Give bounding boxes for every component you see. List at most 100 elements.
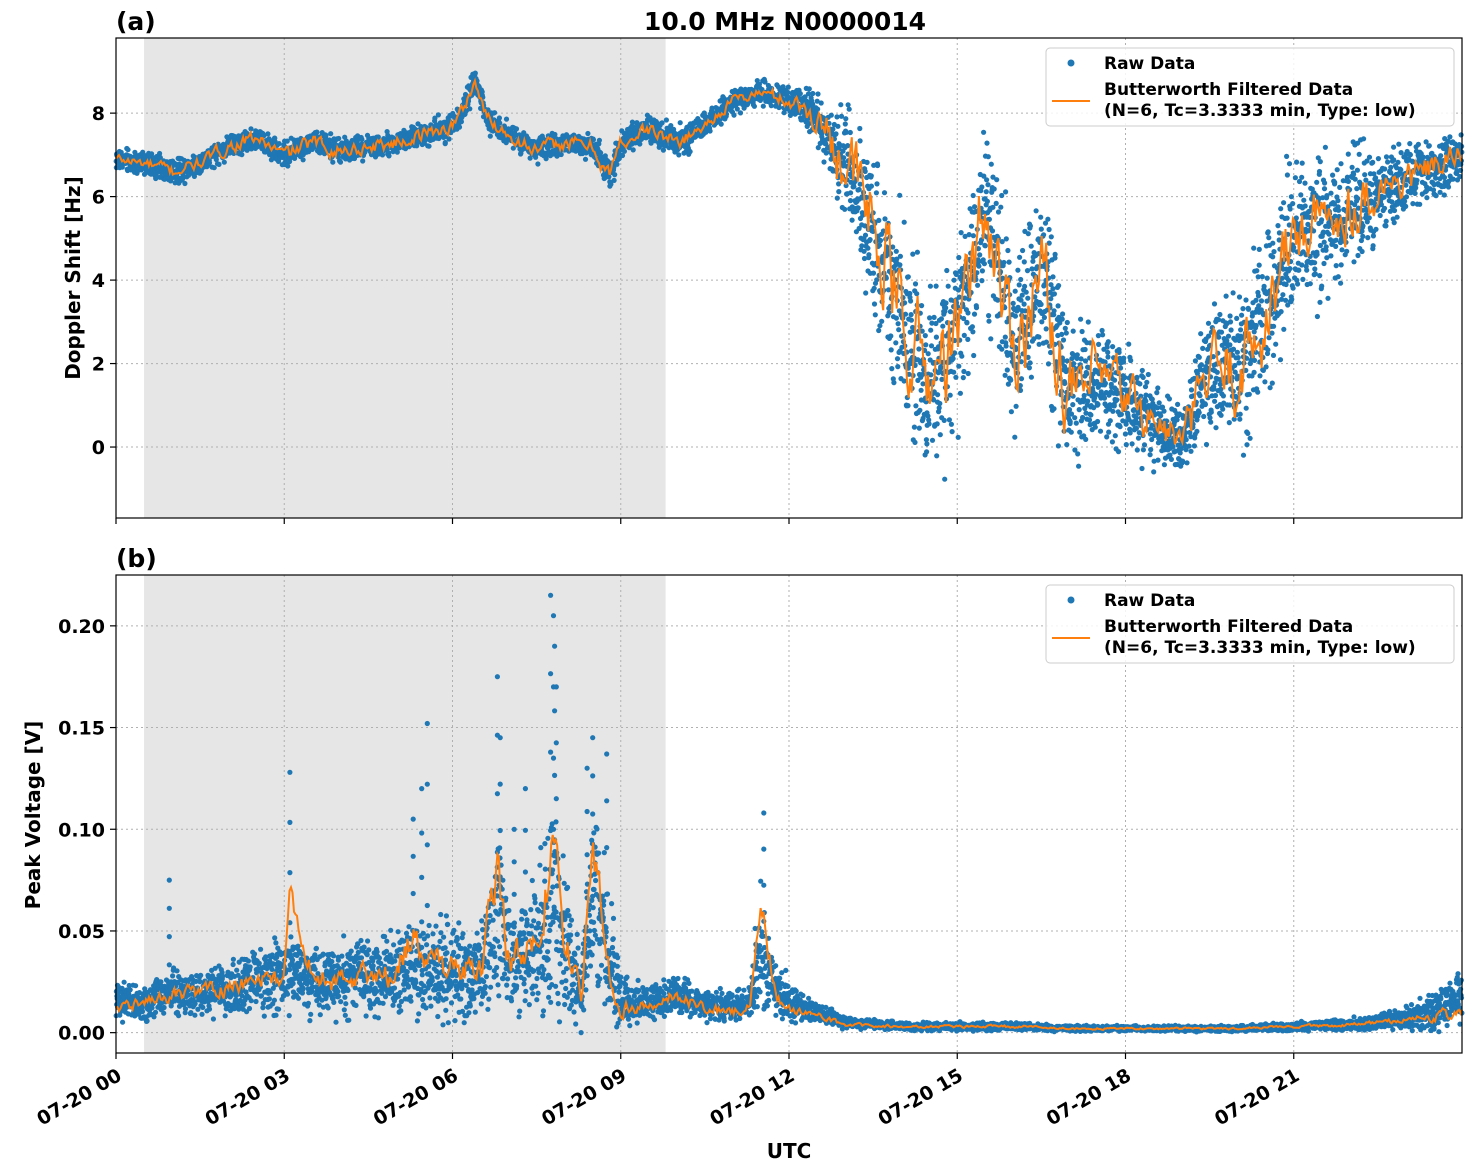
- raw-data-point: [606, 174, 612, 180]
- raw-data-point: [1253, 322, 1259, 329]
- raw-data-point: [503, 116, 510, 122]
- raw-data-point: [1251, 357, 1258, 363]
- raw-data-point: [1144, 379, 1150, 385]
- raw-data-point: [1183, 437, 1189, 443]
- raw-data-point: [999, 346, 1005, 352]
- raw-data-point: [1235, 355, 1241, 361]
- raw-data-point: [1088, 412, 1094, 418]
- raw-data-point: [1321, 260, 1327, 267]
- raw-data-point: [1052, 251, 1058, 257]
- raw-data-point: [965, 310, 971, 316]
- raw-data-point: [942, 476, 948, 482]
- raw-data-point: [1247, 435, 1253, 441]
- raw-data-point: [1337, 184, 1343, 190]
- raw-data-point: [1062, 380, 1068, 386]
- raw-data-point: [1218, 386, 1224, 392]
- raw-data-point: [871, 285, 877, 291]
- raw-data-point: [330, 159, 336, 165]
- raw-data-point: [955, 434, 961, 440]
- raw-data-point: [1237, 416, 1243, 422]
- raw-data-point: [845, 102, 851, 108]
- raw-data-point: [153, 175, 159, 182]
- raw-data-point: [981, 261, 988, 267]
- raw-data-point: [914, 249, 921, 255]
- raw-data-point: [157, 155, 163, 161]
- raw-data-point: [993, 200, 999, 206]
- raw-data-point: [785, 84, 791, 90]
- raw-data-point: [943, 305, 949, 311]
- raw-data-point: [1212, 398, 1218, 404]
- raw-data-point: [1383, 218, 1389, 224]
- raw-data-point: [1188, 448, 1194, 454]
- raw-data-point: [948, 421, 955, 427]
- raw-data-point: [1319, 217, 1325, 223]
- raw-data-point: [1208, 419, 1214, 425]
- raw-data-point: [973, 305, 980, 311]
- raw-data-point: [959, 353, 965, 359]
- raw-data-point: [1214, 369, 1220, 375]
- raw-data-point: [1051, 291, 1057, 297]
- raw-data-point: [1050, 274, 1056, 280]
- raw-data-point: [873, 190, 880, 196]
- y-axis-label-a: Doppler Shift [Hz]: [61, 176, 85, 380]
- raw-data-point: [1100, 332, 1106, 338]
- raw-data-point: [1105, 354, 1111, 360]
- raw-data-point: [821, 159, 827, 165]
- raw-data-point: [1175, 401, 1181, 407]
- raw-data-point: [1002, 334, 1008, 340]
- raw-data-point: [1020, 247, 1026, 254]
- raw-data-point: [1051, 308, 1057, 314]
- raw-data-point: [1097, 428, 1104, 434]
- raw-data-point: [1381, 205, 1388, 211]
- raw-data-point: [1056, 283, 1062, 289]
- raw-data-point: [933, 334, 940, 340]
- raw-data-point: [1246, 391, 1252, 397]
- raw-data-point: [1354, 186, 1360, 192]
- raw-data-point: [1010, 300, 1016, 306]
- raw-data-point: [1365, 235, 1371, 241]
- raw-data-point: [1226, 420, 1232, 426]
- raw-data-point: [1001, 259, 1007, 266]
- raw-data-point: [908, 317, 915, 323]
- raw-data-point: [1038, 214, 1044, 220]
- raw-data-point: [918, 387, 924, 393]
- raw-data-point: [866, 252, 872, 258]
- raw-data-point: [1140, 374, 1146, 380]
- raw-data-point: [1201, 413, 1207, 420]
- raw-data-point: [1239, 312, 1245, 318]
- raw-data-point: [830, 126, 836, 132]
- raw-data-point: [1202, 401, 1208, 408]
- raw-data-point: [1227, 342, 1233, 348]
- raw-data-point: [1345, 151, 1351, 157]
- raw-data-point: [916, 346, 922, 352]
- raw-data-point: [1291, 244, 1297, 250]
- raw-data-point: [905, 403, 911, 409]
- raw-data-point: [614, 161, 620, 167]
- raw-data-point: [940, 323, 946, 329]
- raw-data-point: [928, 327, 934, 333]
- raw-data-point: [1148, 447, 1154, 453]
- raw-data-point: [917, 407, 923, 413]
- raw-data-point: [1225, 333, 1232, 339]
- raw-data-point: [1284, 215, 1290, 221]
- raw-data-point: [1121, 355, 1127, 361]
- raw-data-point: [1332, 179, 1338, 185]
- raw-data-point: [938, 316, 945, 322]
- raw-data-point: [916, 425, 922, 431]
- raw-data-point: [1373, 226, 1379, 232]
- raw-data-point: [386, 153, 392, 159]
- raw-data-point: [924, 449, 930, 455]
- raw-data-point: [976, 263, 982, 269]
- raw-data-point: [1289, 296, 1295, 303]
- raw-data-point: [1290, 285, 1296, 291]
- raw-data-point: [582, 156, 589, 162]
- raw-data-point: [1326, 231, 1332, 237]
- raw-data-point: [1111, 403, 1117, 409]
- raw-data-point: [612, 172, 618, 178]
- raw-data-point: [834, 195, 840, 201]
- raw-data-point: [1038, 226, 1044, 232]
- raw-data-point: [1394, 214, 1400, 220]
- raw-data-point: [1349, 164, 1355, 170]
- raw-data-point: [1012, 288, 1018, 294]
